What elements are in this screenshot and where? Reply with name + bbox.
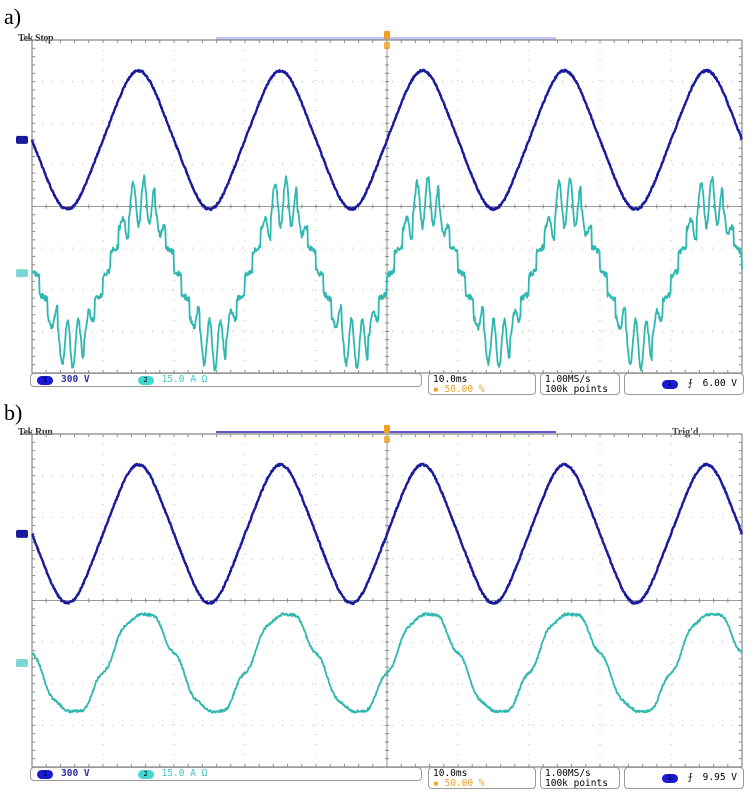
record-length: 100k points bbox=[545, 384, 608, 395]
trigger-position: 50.00 % bbox=[444, 384, 485, 395]
acquisition-status: Tek Stop bbox=[18, 33, 54, 44]
ch1-badge: 1 bbox=[37, 375, 53, 385]
ch2-scale: 15.0 A Ω bbox=[161, 768, 208, 779]
sample-rate-box: 1.00MS/s 100k points bbox=[540, 767, 620, 789]
rising-edge-icon: ⨍ bbox=[687, 378, 693, 389]
ch1-scale: 300 V bbox=[61, 374, 90, 385]
acquisition-status: Tek Run bbox=[18, 427, 53, 438]
sample-rate: 1.00MS/s bbox=[545, 768, 591, 779]
ch2-badge: 2 bbox=[137, 769, 154, 779]
trigger-pos-icon: ▪ bbox=[433, 384, 439, 395]
trigger-box: 1 ⨍ 6.00 V bbox=[624, 373, 744, 395]
timebase: 10.0ms bbox=[433, 374, 468, 385]
trigger-channel-badge: 1 bbox=[661, 773, 678, 783]
ch2-scale: 15.0 A Ω bbox=[161, 374, 208, 385]
scope-panel-a: Tek Stop 1 300 V 2 15.0 A Ω 10.0ms ▪ 50.… bbox=[0, 0, 755, 395]
trigger-position: 50.00 % bbox=[444, 778, 485, 789]
sample-rate: 1.00MS/s bbox=[545, 374, 591, 385]
trigger-box: 1 ⨍ 9.95 V bbox=[624, 767, 744, 789]
sample-rate-box: 1.00MS/s 100k points bbox=[540, 373, 620, 395]
ch1-scale: 300 V bbox=[61, 768, 90, 779]
trigger-channel-badge: 1 bbox=[661, 379, 678, 389]
timebase-box: 10.0ms ▪ 50.00 % bbox=[428, 767, 536, 789]
channel-scale-box: 1 300 V 2 15.0 A Ω bbox=[30, 373, 422, 387]
ch1-badge: 1 bbox=[37, 769, 53, 779]
timebase: 10.0ms bbox=[433, 768, 468, 779]
trigger-level: 6.00 V bbox=[702, 378, 737, 389]
timebase-box: 10.0ms ▪ 50.00 % bbox=[428, 373, 536, 395]
waveform-display-b bbox=[16, 425, 744, 768]
panel-a-label: a) bbox=[4, 4, 22, 29]
waveform-display-a bbox=[16, 31, 743, 374]
rising-edge-icon: ⨍ bbox=[687, 772, 693, 783]
trigger-pos-icon: ▪ bbox=[433, 778, 439, 789]
ch2-badge: 2 bbox=[137, 375, 154, 385]
channel-scale-box: 1 300 V 2 15.0 A Ω bbox=[30, 767, 422, 781]
trigger-status: Trig'd bbox=[672, 427, 699, 438]
trigger-level: 9.95 V bbox=[702, 772, 737, 783]
scope-panel-b: Tek Run Trig'd 1 300 V 2 15.0 A Ω 10.0ms… bbox=[0, 396, 755, 800]
record-length: 100k points bbox=[545, 778, 608, 789]
panel-b-label: b) bbox=[4, 400, 23, 425]
